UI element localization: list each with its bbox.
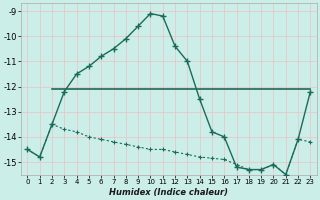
- X-axis label: Humidex (Indice chaleur): Humidex (Indice chaleur): [109, 188, 228, 197]
